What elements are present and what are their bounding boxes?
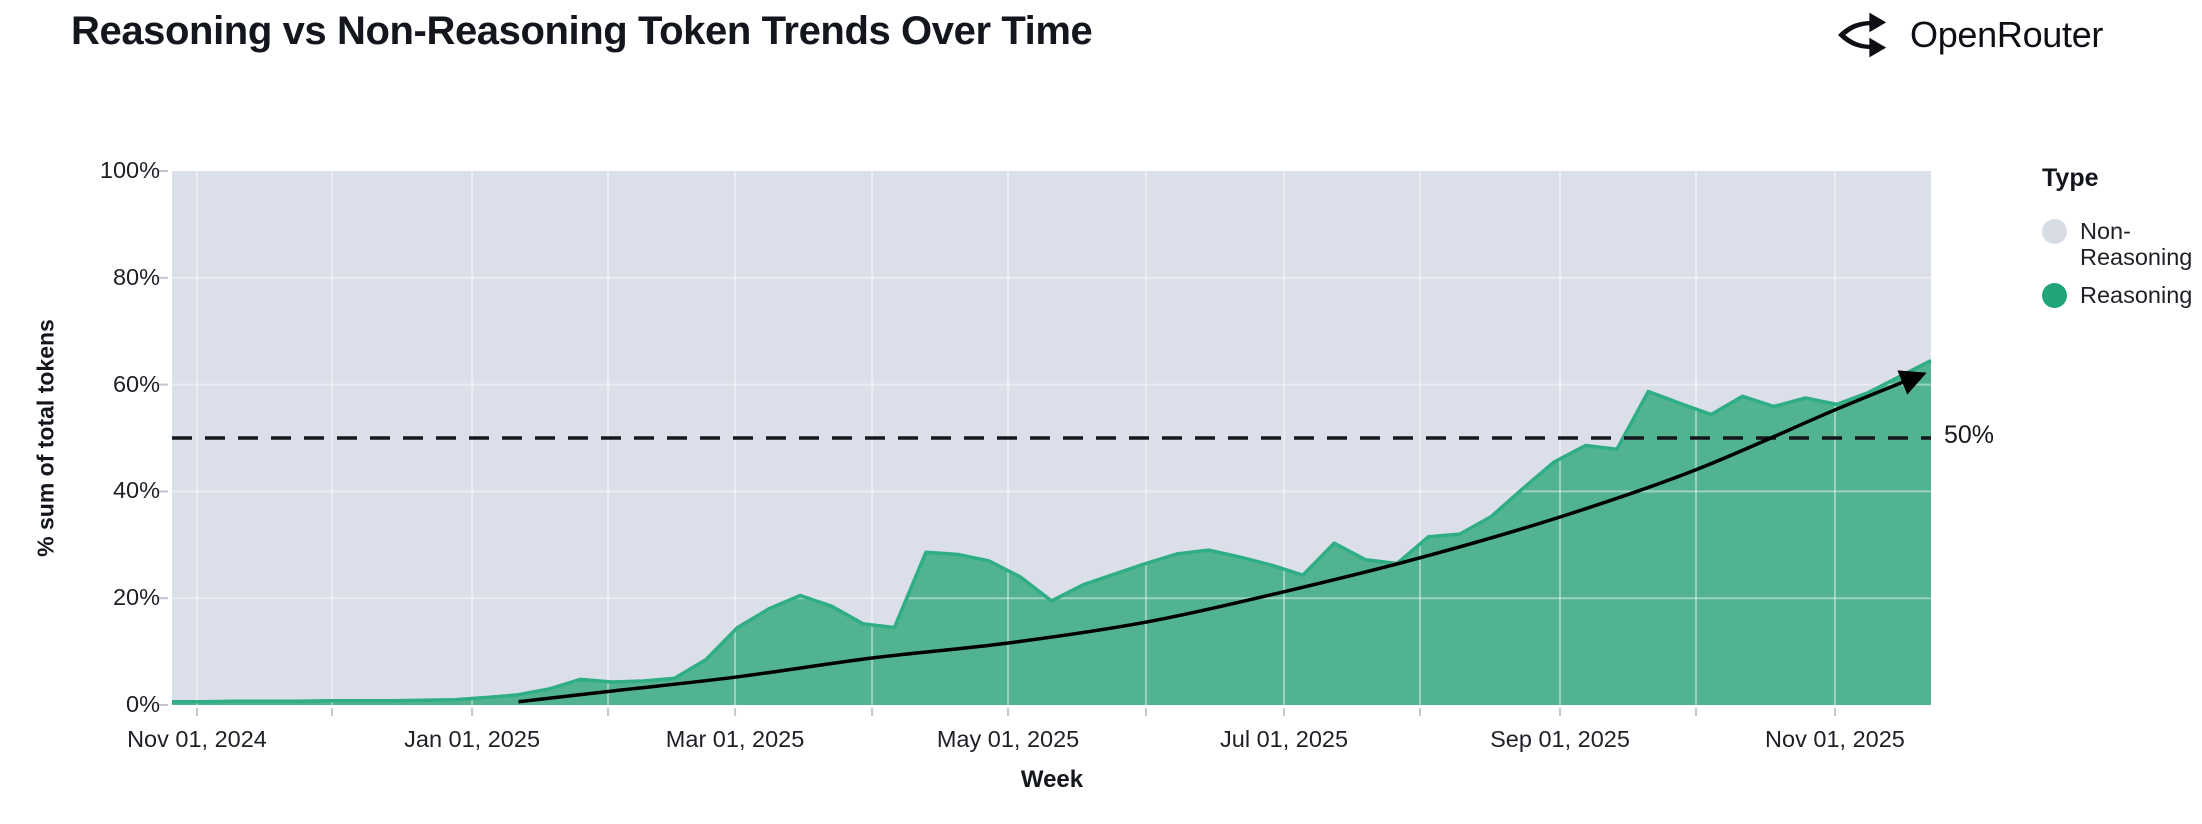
x-axis-title: Week (1020, 766, 1084, 793)
y-tick-label: 60% (112, 370, 160, 397)
x-tick-label: Nov 01, 2024 (127, 726, 267, 752)
x-tick-label: Sep 01, 2025 (1490, 726, 1630, 752)
x-tick-label: Jan 01, 2025 (404, 726, 541, 752)
page-title: Reasoning vs Non-Reasoning Token Trends … (71, 9, 1093, 53)
legend-title: Type (2042, 164, 2099, 192)
x-tick-label: Nov 01, 2025 (1765, 726, 1905, 752)
y-tick-label: 0% (126, 691, 160, 717)
stacked-area-plot (159, 170, 1932, 716)
y-tick-label: 20% (112, 584, 160, 611)
legend-item-non-reasoning: Non-Reasoning (2042, 218, 2202, 271)
legend-swatch-reasoning (2042, 282, 2067, 308)
y-tick-label: 100% (99, 157, 160, 183)
legend-item-label: Reasoning (2080, 281, 2193, 308)
y-tick-label: 80% (112, 263, 160, 290)
legend-item-label: Non-Reasoning (2080, 218, 2193, 271)
x-tick-label: May 01, 2025 (936, 726, 1080, 752)
legend-item-reasoning: Reasoning (2042, 282, 2202, 308)
y-tick-label: 40% (112, 477, 160, 504)
x-tick-label: Jul 01, 2025 (1220, 726, 1349, 752)
fifty-percent-label: 50% (1944, 421, 1995, 449)
brand-logo: OpenRouter (1838, 12, 2103, 58)
y-axis-title: % sum of total tokens (32, 319, 59, 557)
openrouter-logo-icon (1838, 12, 1887, 58)
legend-swatch-non-reasoning (2042, 219, 2067, 244)
legend: Type Non-Reasoning Reasoning (2042, 164, 2202, 319)
x-tick-label: Mar 01, 2025 (665, 726, 805, 752)
brand-name: OpenRouter (1910, 14, 2104, 55)
